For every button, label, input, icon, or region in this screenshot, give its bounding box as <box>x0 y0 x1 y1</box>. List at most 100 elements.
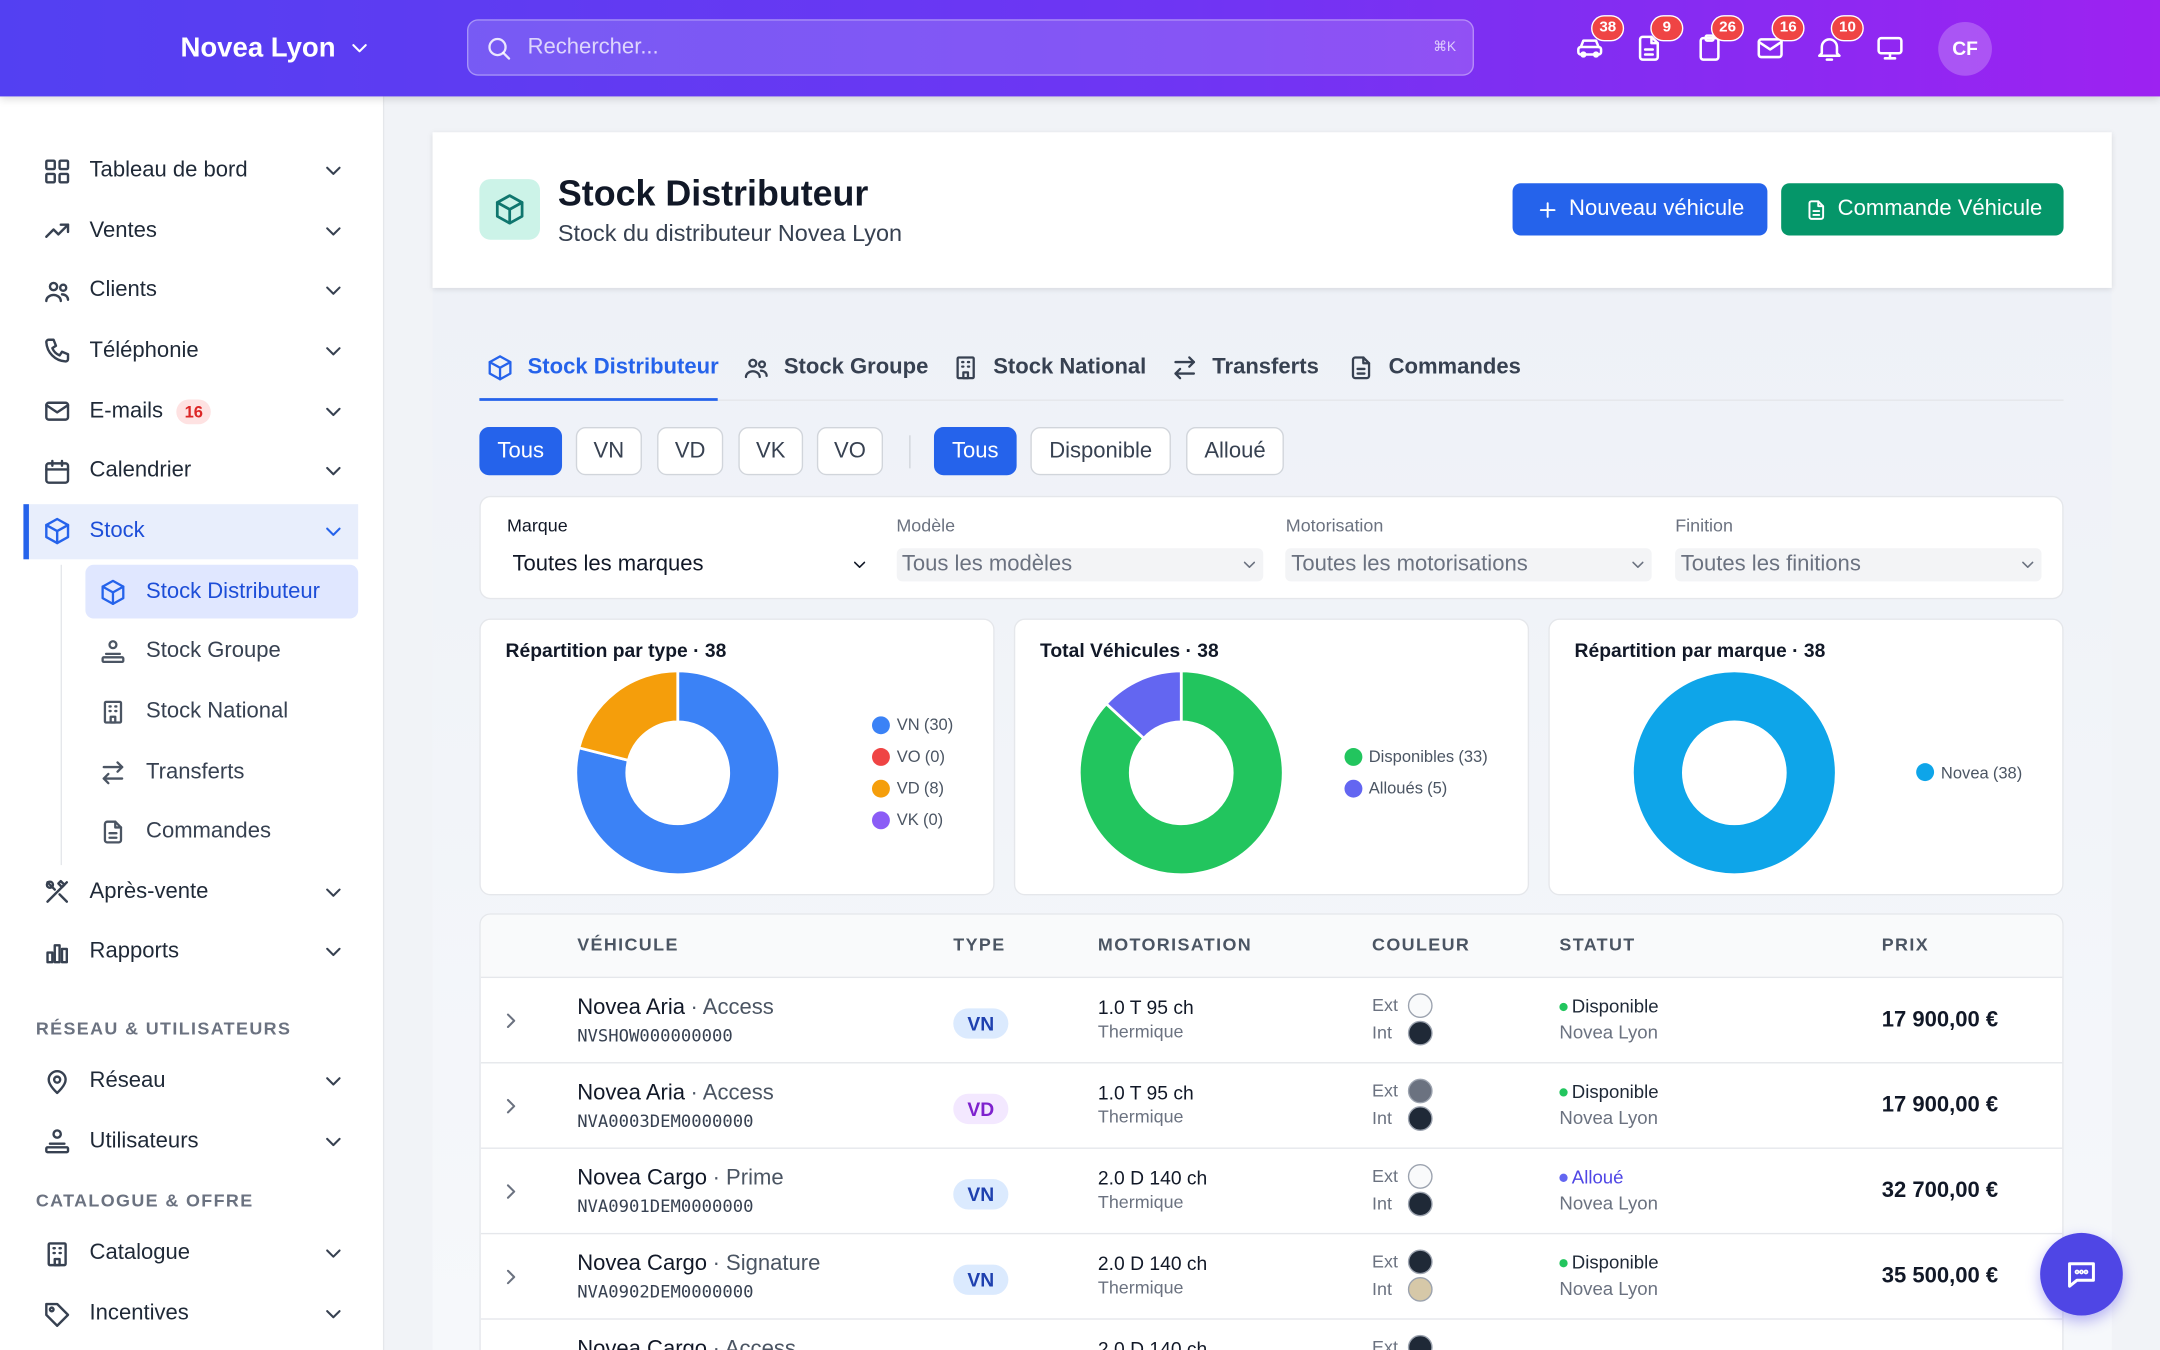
tab[interactable]: Transferts <box>1212 355 1319 379</box>
nav-item[interactable]: Catalogue <box>89 1241 191 1266</box>
subnav-item[interactable]: Stock National <box>146 699 289 723</box>
legend: Novea (38) <box>1916 620 2022 897</box>
chev-icon[interactable] <box>321 1129 346 1154</box>
filter-chip[interactable]: Tous <box>933 427 1017 476</box>
chevr-icon[interactable] <box>499 1008 524 1033</box>
building-icon[interactable] <box>42 1240 71 1269</box>
nav-item[interactable]: Clients <box>89 278 157 303</box>
building-icon[interactable] <box>99 698 127 726</box>
mail-icon[interactable] <box>1755 33 1785 63</box>
tab[interactable]: Stock National <box>993 355 1147 379</box>
column-header: TYPE <box>953 933 1006 955</box>
table-row[interactable]: Novea Aria · Access NVA0003DEM0000000 VD 1.0… <box>480 1062 2063 1147</box>
bell-icon[interactable] <box>1814 33 1844 63</box>
clip-icon[interactable] <box>1694 33 1724 63</box>
chev-icon[interactable] <box>321 1302 346 1327</box>
doc-icon[interactable] <box>1347 354 1375 382</box>
pin-icon[interactable] <box>42 1067 71 1096</box>
mail-icon[interactable] <box>42 397 71 426</box>
nav-item[interactable]: E-mails <box>89 398 164 423</box>
chev-icon[interactable] <box>321 399 346 424</box>
filter-select[interactable]: Toutes les finitions <box>1675 548 2042 582</box>
chevr-icon[interactable] <box>499 1265 524 1290</box>
nav-item[interactable]: Ventes <box>89 218 157 242</box>
group-icon[interactable] <box>42 1127 71 1156</box>
chev-icon[interactable] <box>347 36 372 61</box>
nav-item[interactable]: Après-vente <box>89 879 209 904</box>
box-icon[interactable] <box>99 578 127 606</box>
chevr-icon[interactable] <box>499 1094 524 1119</box>
chev-icon[interactable] <box>321 339 346 364</box>
search-box[interactable]: Rechercher... ⌘K <box>466 19 1474 76</box>
legend-label: Alloués <box>1368 778 1423 798</box>
filter-chip[interactable]: Tous <box>479 427 563 476</box>
chevr-icon[interactable] <box>499 1179 524 1204</box>
chev-icon[interactable] <box>321 1069 346 1094</box>
brand[interactable]: Novea Lyon <box>180 33 336 64</box>
cal-icon[interactable] <box>42 457 71 486</box>
subnav-item[interactable]: Commandes <box>146 819 271 844</box>
nav-item[interactable]: Utilisateurs <box>89 1129 199 1153</box>
chart-icon[interactable] <box>42 938 71 967</box>
filter-chip[interactable]: VN <box>575 427 642 476</box>
table-row[interactable]: Novea Cargo · Prime NVA0901DEM0000000 VN 2.0… <box>480 1147 2063 1233</box>
avatar[interactable]: CF <box>1938 22 1992 76</box>
chev-icon[interactable] <box>321 219 346 244</box>
doc-icon[interactable] <box>1634 33 1664 63</box>
filter-select[interactable]: Tous les modèles <box>896 548 1263 582</box>
sidebar: Tableau de bord Ventes Clients Téléphonie E-… <box>0 96 385 1350</box>
chev-icon[interactable] <box>321 1242 346 1267</box>
subnav-item[interactable]: Stock Groupe <box>146 639 281 663</box>
filter-chip[interactable]: Alloué <box>1186 427 1284 476</box>
grid-icon[interactable] <box>42 156 71 185</box>
chev-icon[interactable] <box>321 940 346 965</box>
nav-item[interactable]: Incentives <box>89 1301 189 1326</box>
legend-item: Novea (38) <box>1916 760 2022 785</box>
select-value: Toutes les motorisations <box>1291 552 1528 576</box>
filter-select[interactable]: Toutes les motorisations <box>1285 548 1653 582</box>
box-icon[interactable] <box>486 354 514 382</box>
filter-chip[interactable]: VO <box>816 427 884 476</box>
chev-icon[interactable] <box>321 880 346 905</box>
group-icon[interactable] <box>99 638 127 666</box>
swap-icon[interactable] <box>1171 354 1199 382</box>
donut-slice <box>1077 669 1285 877</box>
monitor-icon[interactable] <box>1875 33 1905 63</box>
swap-icon[interactable] <box>99 758 127 786</box>
nav-item[interactable]: Calendrier <box>89 459 192 483</box>
table-row[interactable]: Novea Cargo · Access 2.0 D 140 ch Ext <box>480 1318 2063 1350</box>
chev-icon[interactable] <box>321 519 346 544</box>
filter-chip[interactable]: VD <box>657 427 724 476</box>
header-button[interactable]: Commande Véhicule <box>1781 183 2064 236</box>
filter-chip[interactable]: VK <box>738 427 804 476</box>
chev-icon[interactable] <box>321 158 346 183</box>
building-icon[interactable] <box>952 354 980 382</box>
chat-button[interactable] <box>2040 1232 2123 1316</box>
doc-icon[interactable] <box>99 818 127 846</box>
nav-item[interactable]: Stock <box>89 519 145 543</box>
chev-icon[interactable] <box>321 459 346 484</box>
users-icon[interactable] <box>742 354 770 382</box>
table-row[interactable]: Novea Aria · Access NVSHOW000000000 VN 1.0 T… <box>480 976 2063 1062</box>
chev-icon[interactable] <box>321 279 346 304</box>
nav-item[interactable]: Tableau de bord <box>89 158 248 182</box>
tab[interactable]: Stock Groupe <box>783 355 929 379</box>
nav-item[interactable]: Téléphonie <box>89 338 199 363</box>
car-icon[interactable] <box>1575 33 1605 63</box>
subnav-item[interactable]: Transferts <box>146 759 245 784</box>
tag-icon[interactable] <box>42 1300 71 1329</box>
users-icon[interactable] <box>42 277 71 306</box>
box-icon[interactable] <box>42 517 71 546</box>
nav-item[interactable]: Réseau <box>89 1069 166 1093</box>
table-row[interactable]: Novea Cargo · Signature NVA0902DEM0000000 V… <box>480 1232 2063 1318</box>
tab[interactable]: Stock Distributeur <box>527 355 719 379</box>
filter-select[interactable]: Toutes les marques <box>506 548 874 582</box>
nav-item[interactable]: Rapports <box>89 940 179 964</box>
tools-icon[interactable] <box>42 878 71 907</box>
subnav-item[interactable]: Stock Distributeur <box>146 579 320 603</box>
trend-icon[interactable] <box>42 216 71 245</box>
tab[interactable]: Commandes <box>1388 355 1521 379</box>
header-button[interactable]: Nouveau véhicule <box>1512 183 1768 236</box>
filter-chip[interactable]: Disponible <box>1030 427 1171 476</box>
phone-icon[interactable] <box>42 337 71 366</box>
